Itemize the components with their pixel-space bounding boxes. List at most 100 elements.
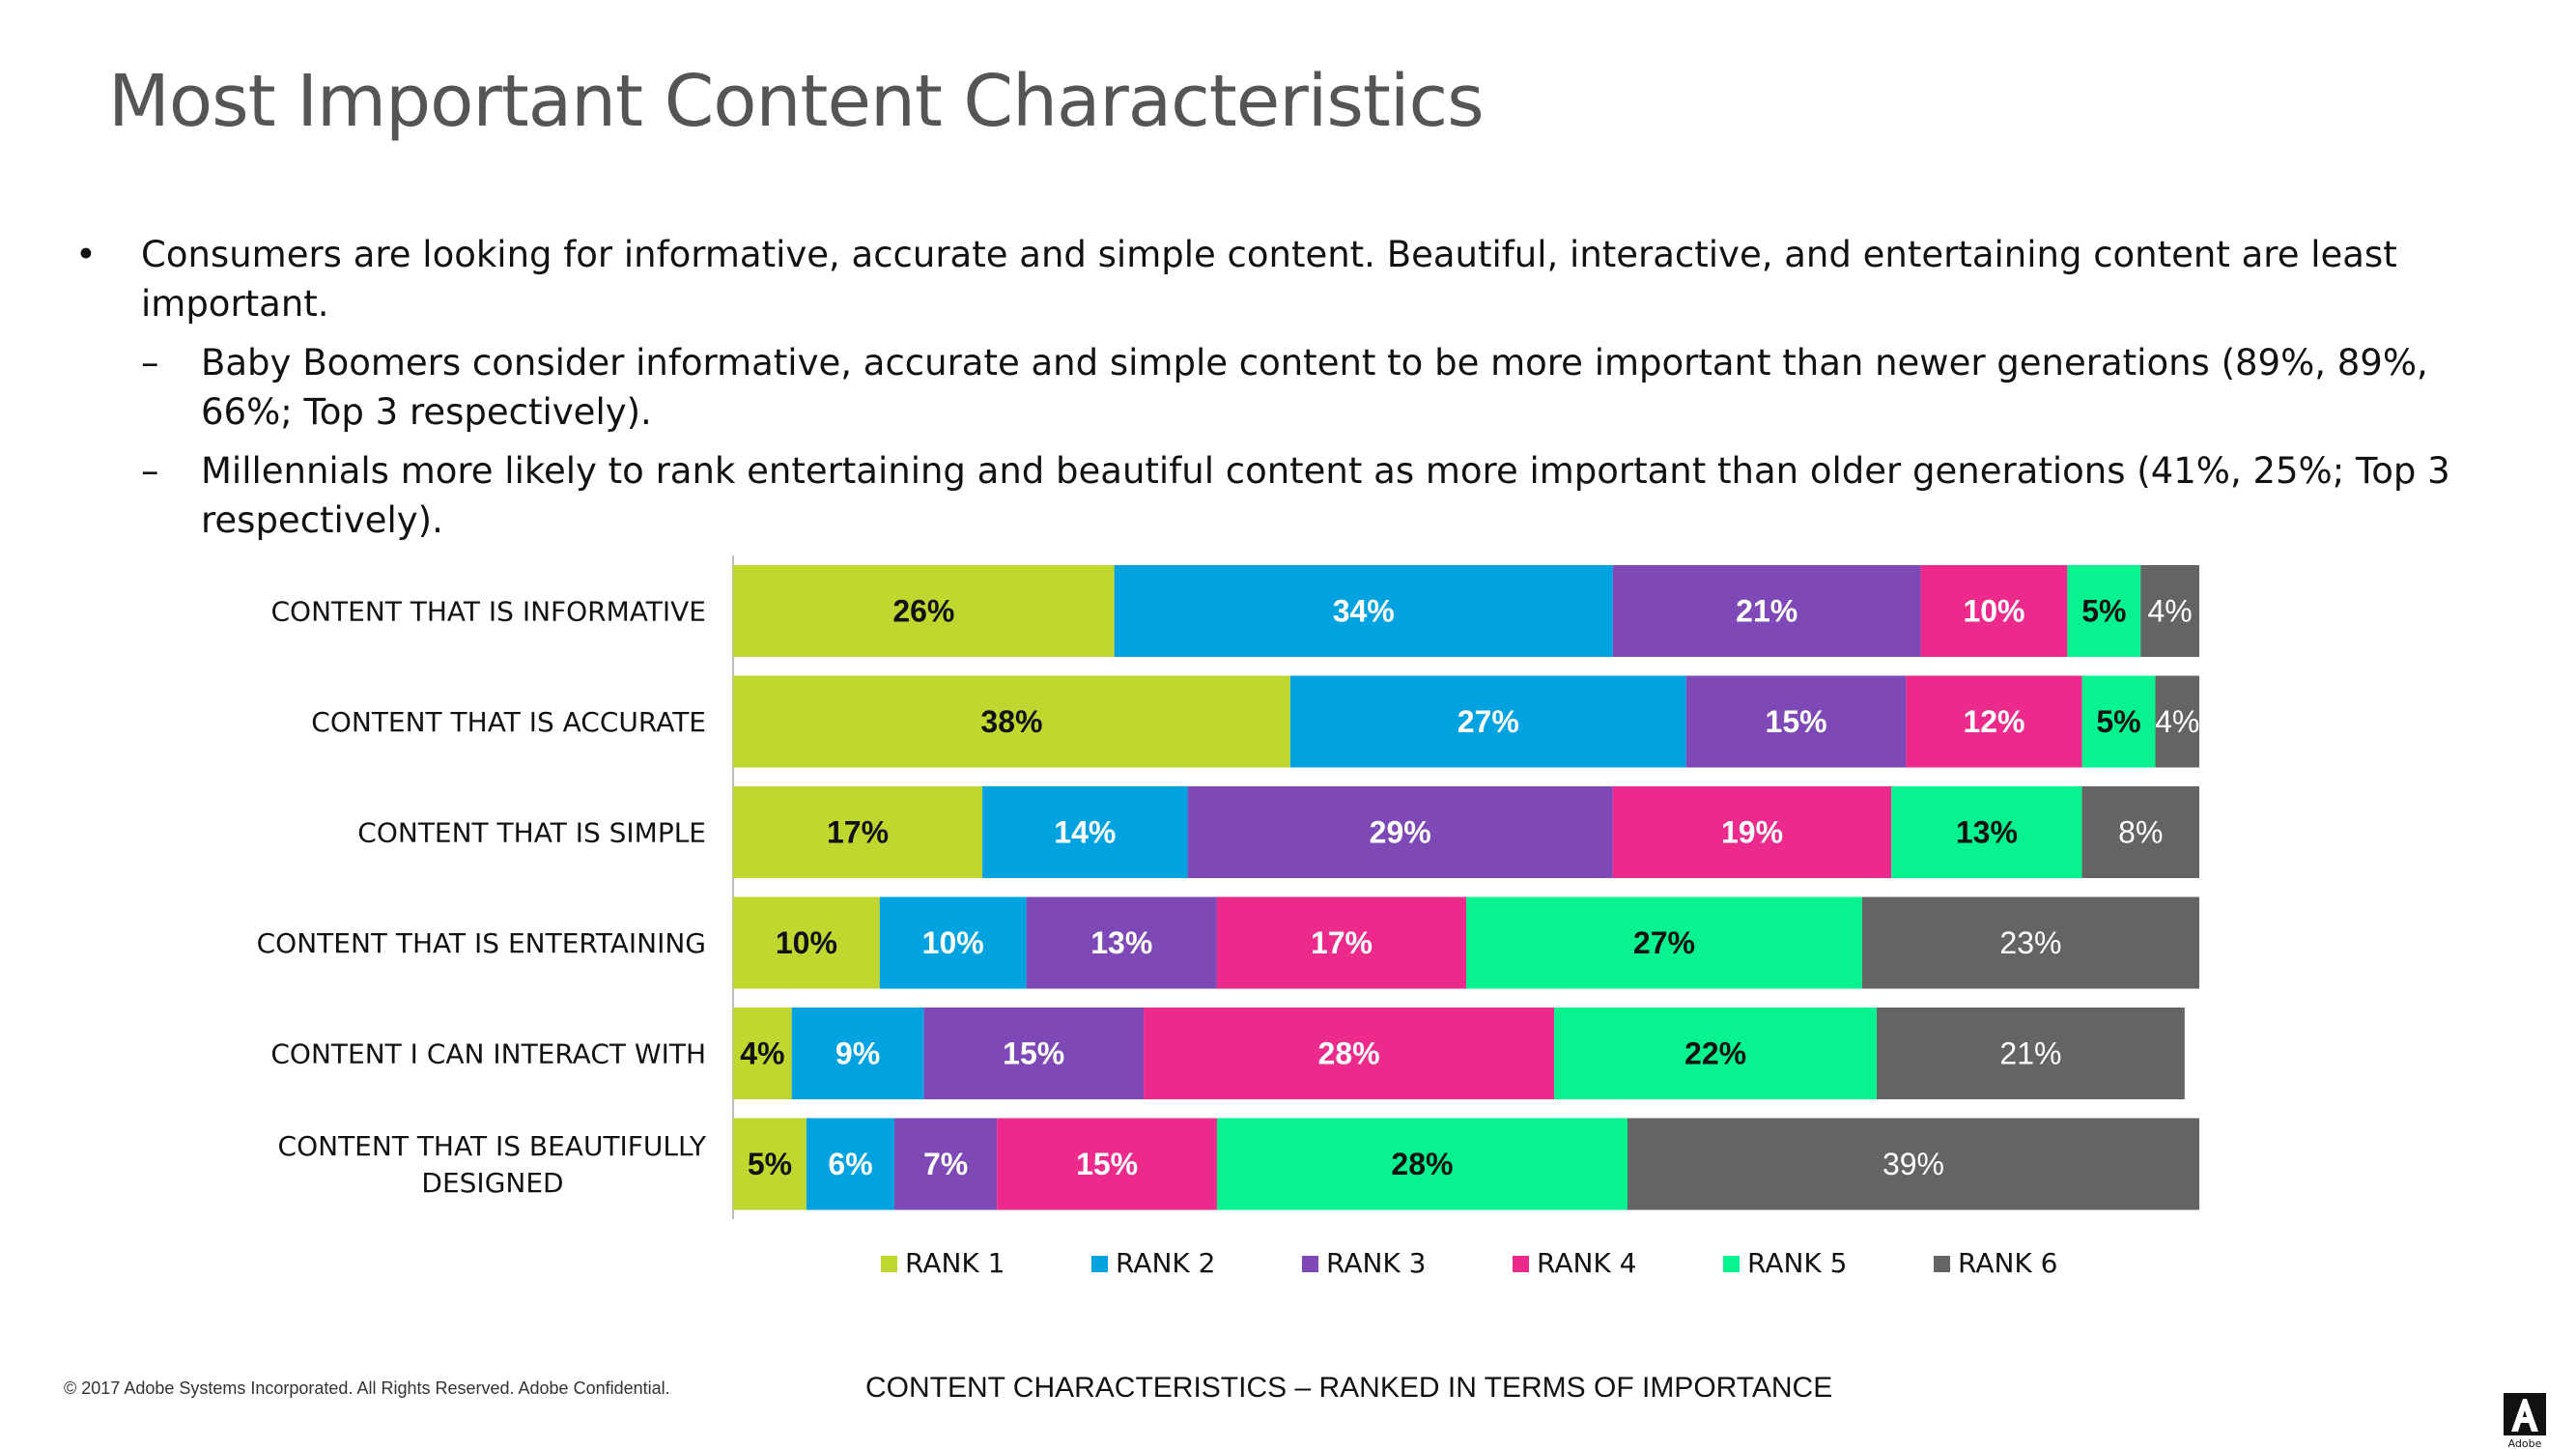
page-title: Most Important Content Characteristics — [108, 60, 1485, 143]
bar-segment — [2081, 786, 2199, 878]
data-label: 13% — [1956, 815, 2018, 850]
bar-segment — [733, 565, 1115, 657]
bar-segment — [2140, 565, 2199, 657]
data-label: 28% — [1318, 1037, 1380, 1071]
data-label: 22% — [1684, 1037, 1746, 1071]
category-label: CONTENT THAT IS INFORMATIVE — [270, 596, 706, 628]
bar-segment — [1187, 786, 1613, 878]
data-label: 27% — [1458, 704, 1519, 739]
data-label: 10% — [922, 925, 984, 960]
bullet-main-text: Consumers are looking for informative, a… — [141, 234, 2397, 325]
data-label: 26% — [892, 594, 954, 629]
legend-swatch — [881, 1256, 897, 1272]
bullet-sub-2-text: Millennials more likely to rank entertai… — [201, 450, 2450, 541]
bar-segment — [791, 1008, 924, 1099]
data-label: 15% — [1003, 1037, 1064, 1071]
data-label: 13% — [1090, 925, 1152, 960]
bullet-sub-1-text: Baby Boomers consider informative, accur… — [201, 342, 2428, 433]
stacked-bar-chart: CONTENT THAT IS INFORMATIVE 26% 34% 21% 10% 5… — [257, 555, 2199, 1279]
data-label: 21% — [1736, 594, 1798, 629]
bar-segment — [1554, 1008, 1878, 1099]
bullet-list: • Consumers are looking for informative,… — [75, 230, 2471, 545]
bar-segment — [1026, 896, 1217, 989]
bar-segment — [733, 1118, 807, 1210]
data-label: 15% — [1766, 704, 1827, 739]
adobe-logo-text: Adobe — [2508, 1437, 2542, 1449]
bar-segment — [1877, 1008, 2185, 1099]
data-label: 28% — [1391, 1147, 1453, 1181]
legend-label: RANK 2 — [1116, 1247, 1216, 1279]
copyright-footer: © 2017 Adobe Systems Incorporated. All R… — [64, 1378, 670, 1398]
bar-segment — [2081, 675, 2156, 768]
bullet-sub-2: – Millennials more likely to rank entert… — [141, 446, 2471, 545]
bar-segment — [1466, 896, 1862, 989]
bar-segment — [997, 1118, 1217, 1210]
legend-label: RANK 4 — [1537, 1247, 1637, 1279]
bar-segment — [1612, 786, 1892, 878]
category-label: CONTENT I CAN INTERACT WITH — [270, 1038, 706, 1070]
bullet-sub-1: – Baby Boomers consider informative, acc… — [141, 338, 2471, 437]
data-label: 9% — [835, 1037, 880, 1071]
data-label: 4% — [2148, 594, 2193, 629]
bar-segment — [2155, 675, 2199, 768]
data-label: 6% — [828, 1147, 872, 1181]
bar-segment — [733, 1008, 792, 1099]
bar-segment — [1627, 1118, 2199, 1210]
legend-swatch — [1723, 1256, 1740, 1272]
bar-segment — [733, 675, 1290, 768]
data-label: 17% — [1311, 925, 1373, 960]
bar-segment — [1906, 675, 2082, 768]
legend-swatch — [1934, 1256, 1950, 1272]
data-label: 27% — [1633, 925, 1695, 960]
bar-segment — [1216, 1118, 1628, 1210]
data-label: 4% — [740, 1037, 784, 1071]
data-label: 15% — [1076, 1147, 1138, 1181]
bullet-main: • Consumers are looking for informative,… — [75, 230, 2471, 328]
bar-segment — [733, 786, 983, 878]
data-label: 5% — [2096, 704, 2140, 739]
data-label: 4% — [2155, 704, 2199, 739]
bar-segment — [1612, 565, 1921, 657]
bar-segment — [1114, 565, 1613, 657]
data-label: 19% — [1721, 815, 1783, 850]
data-label: 38% — [980, 704, 1042, 739]
bar-segment — [923, 1008, 1145, 1099]
legend-swatch — [1091, 1256, 1108, 1272]
data-label: 17% — [827, 815, 889, 850]
data-label: 39% — [1882, 1147, 1944, 1181]
category-label: DESIGNED — [421, 1167, 563, 1199]
bar-segment — [1861, 896, 2199, 989]
data-label: 34% — [1333, 594, 1395, 629]
legend-label: RANK 5 — [1747, 1247, 1848, 1279]
data-label: 10% — [1963, 594, 2024, 629]
data-label: 23% — [1999, 925, 2061, 960]
data-label: 5% — [2081, 594, 2126, 629]
data-label: 10% — [776, 925, 837, 960]
adobe-logo-icon: Adobe — [2504, 1393, 2546, 1449]
bullet-dot: • — [75, 234, 97, 275]
bullet-dash: – — [141, 450, 159, 492]
legend-label: RANK 1 — [905, 1247, 1005, 1279]
bar-segment — [893, 1118, 998, 1210]
bar-segment — [1891, 786, 2082, 878]
bar-segment — [733, 896, 880, 989]
category-label: CONTENT THAT IS SIMPLE — [357, 817, 706, 849]
data-label: 29% — [1370, 815, 1431, 850]
bullet-dash: – — [141, 342, 159, 384]
legend-swatch — [1513, 1256, 1529, 1272]
data-label: 12% — [1963, 704, 2024, 739]
chart-title: CONTENT CHARACTERISTICS – RANKED IN TERM… — [865, 1372, 1833, 1404]
bar-segment — [879, 896, 1027, 989]
bar-segment — [1144, 1008, 1555, 1099]
bar-segment — [1685, 675, 1907, 768]
bar-segment — [982, 786, 1188, 878]
category-label: CONTENT THAT IS ACCURATE — [311, 706, 706, 738]
bar-segment — [806, 1118, 894, 1210]
data-label: 7% — [923, 1147, 968, 1181]
bar-segment — [2067, 565, 2141, 657]
data-label: 21% — [1999, 1037, 2061, 1071]
data-label: 14% — [1054, 815, 1116, 850]
category-label: CONTENT THAT IS ENTERTAINING — [257, 927, 706, 959]
legend-label: RANK 3 — [1326, 1247, 1427, 1279]
bar-segment — [1289, 675, 1686, 768]
